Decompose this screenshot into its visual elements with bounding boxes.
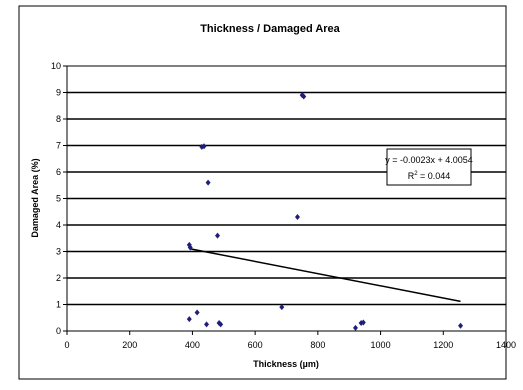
x-axis-label: Thickness (µm) <box>253 359 319 369</box>
y-tick-label-6: 6 <box>56 167 61 177</box>
x-tick-label-6: 1200 <box>433 340 453 350</box>
y-tick-label-3: 3 <box>56 247 61 257</box>
r-squared-exponent: 2 <box>414 171 418 177</box>
data-point-5 <box>294 214 300 221</box>
data-point-18 <box>458 322 464 329</box>
trendline <box>189 247 461 303</box>
data-point-13 <box>218 321 224 328</box>
r-squared-value: = 0.044 <box>418 171 451 181</box>
y-tick-label-0: 0 <box>56 326 61 336</box>
x-tick-label-0: 0 <box>64 340 69 350</box>
equation-box <box>386 148 472 186</box>
r-squared-prefix: R <box>408 171 415 181</box>
data-point-17 <box>352 324 358 331</box>
data-points <box>186 92 464 331</box>
y-tick-label-10: 10 <box>51 61 61 71</box>
chart-title: Thickness / Damaged Area <box>200 23 340 35</box>
data-point-10 <box>186 316 192 323</box>
data-point-14 <box>279 304 285 311</box>
x-tick-label-3: 600 <box>248 340 263 350</box>
data-point-9 <box>194 309 200 316</box>
y-tick-label-5: 5 <box>56 194 61 204</box>
y-tick-label-7: 7 <box>56 141 61 151</box>
y-tick-label-2: 2 <box>56 273 61 283</box>
x-tick-label-5: 1000 <box>371 340 391 350</box>
trendline-equation-box: y = -0.0023x + 4.0054 R2 = 0.044 <box>385 148 473 186</box>
y-tick-labels: 0 1 2 3 4 5 6 7 8 9 10 <box>51 61 67 336</box>
y-tick-label-1: 1 <box>56 300 61 310</box>
x-tick-label-1: 200 <box>122 340 137 350</box>
data-point-1 <box>301 93 307 100</box>
y-tick-label-4: 4 <box>56 220 61 230</box>
data-point-4 <box>205 179 211 186</box>
trendline-equation: y = -0.0023x + 4.0054 <box>385 155 473 165</box>
grid-lines <box>67 91 506 306</box>
y-tick-label-8: 8 <box>56 114 61 124</box>
x-tick-label-7: 1400 <box>496 340 516 350</box>
x-tick-label-2: 400 <box>185 340 200 350</box>
x-tick-label-4: 800 <box>310 340 325 350</box>
data-point-3 <box>201 143 207 150</box>
data-point-16 <box>360 319 366 326</box>
y-axis-label: Damaged Area (%) <box>30 158 40 237</box>
y-tick-label-9: 9 <box>56 88 61 98</box>
data-point-8 <box>187 244 193 251</box>
data-point-6 <box>215 232 221 239</box>
data-point-11 <box>204 321 210 328</box>
r-squared-label: R2 = 0.044 <box>408 171 451 181</box>
x-tick-labels: 0 200 400 600 800 1000 1200 1400 <box>64 331 516 350</box>
